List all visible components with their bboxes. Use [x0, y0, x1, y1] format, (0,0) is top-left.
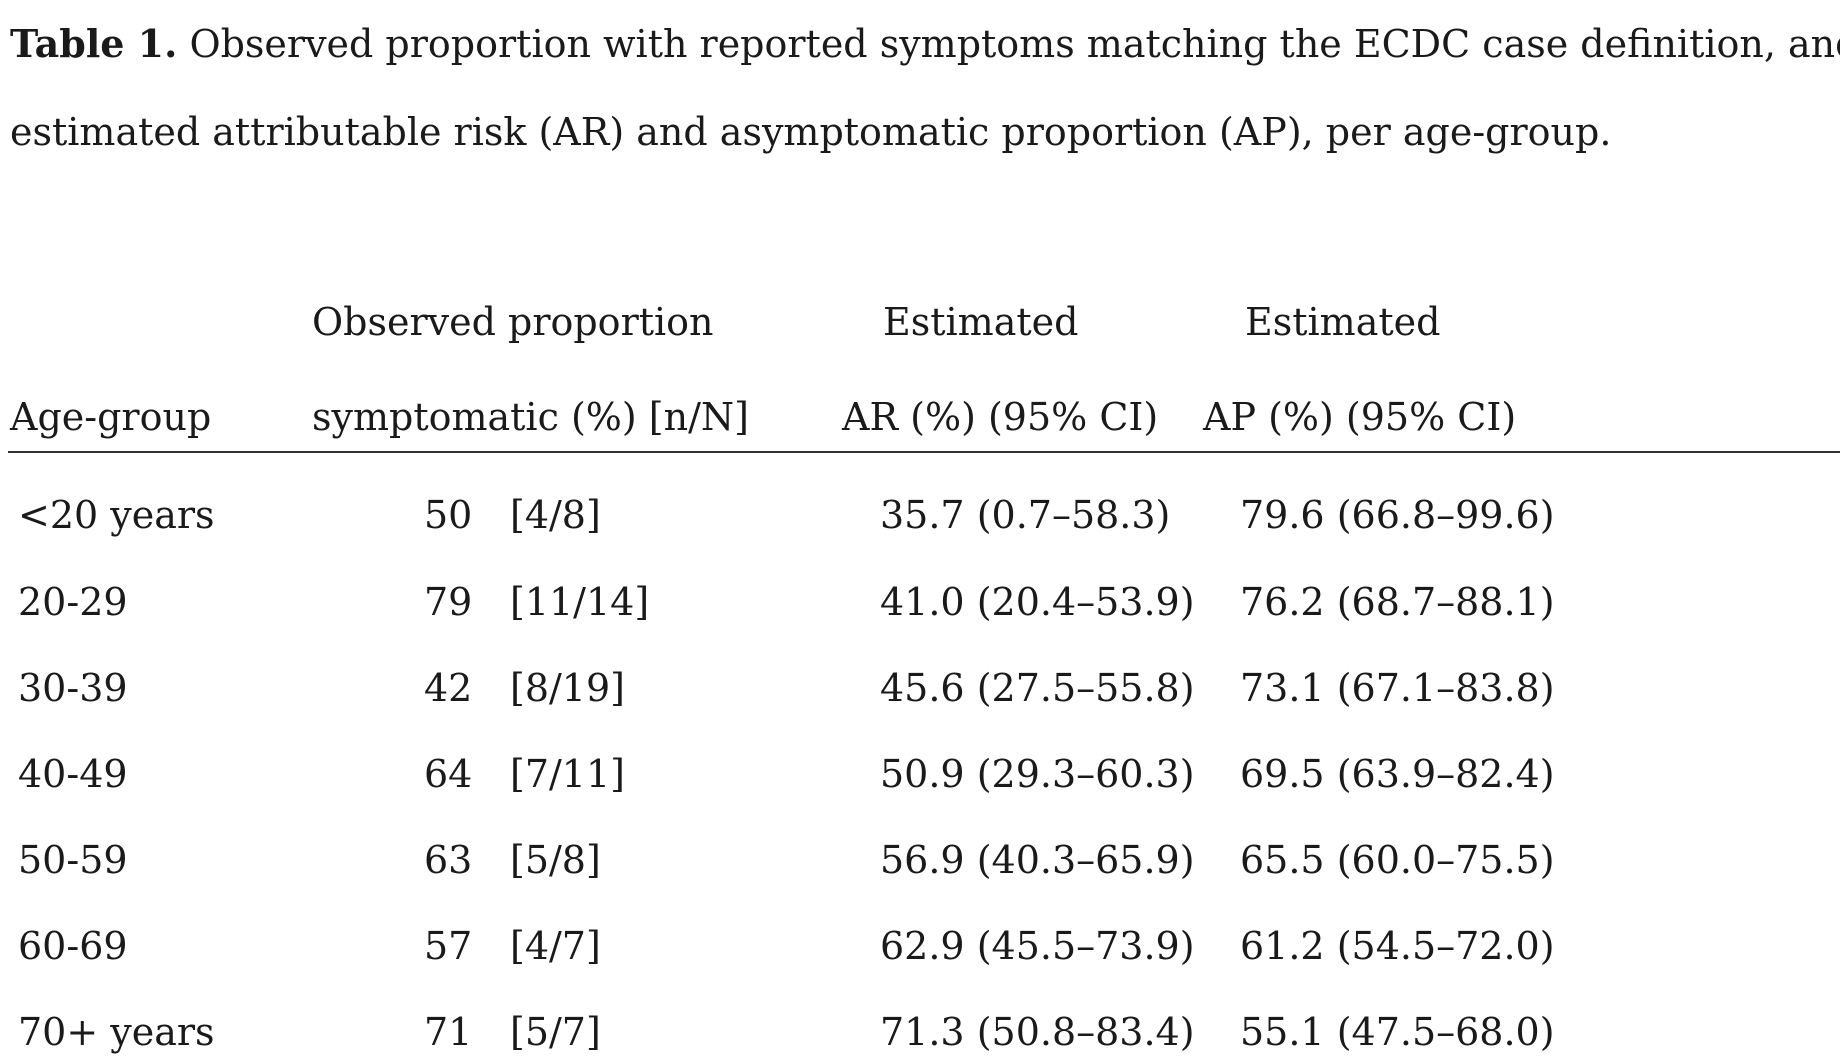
cell-age-group: 60-69 [18, 924, 128, 968]
cell-age-group: 70+ years [18, 1010, 215, 1054]
cell-ap: 69.5 (63.9–82.4) [1240, 752, 1555, 796]
cell-age-group: 50-59 [18, 838, 128, 882]
cell-n-over-N: [4/7] [510, 924, 601, 968]
cell-ap: 73.1 (67.1–83.8) [1240, 666, 1555, 710]
cell-n-over-N: [4/8] [510, 493, 601, 537]
cell-n-over-N: [5/7] [510, 1010, 601, 1054]
header-age-group: Age-group [10, 395, 212, 439]
cell-ap: 55.1 (47.5–68.0) [1240, 1010, 1555, 1054]
cell-percent: 57 [424, 924, 473, 968]
cell-percent: 50 [424, 493, 473, 537]
cell-age-group: 30-39 [18, 666, 128, 710]
header-ar-line1: Estimated [883, 300, 1079, 344]
caption-text-1: Observed proportion with reported sympto… [177, 22, 1840, 66]
cell-ar: 62.9 (45.5–73.9) [880, 924, 1195, 968]
cell-n-over-N: [7/11] [510, 752, 625, 796]
cell-percent: 64 [424, 752, 473, 796]
header-ar-line2: AR (%) (95% CI) [842, 395, 1159, 439]
header-rule [8, 451, 1840, 453]
table-caption: Table 1. Observed proportion with report… [10, 0, 1840, 176]
header-ap-line2: AP (%) (95% CI) [1203, 395, 1517, 439]
cell-age-group: 20-29 [18, 580, 128, 624]
cell-n-over-N: [8/19] [510, 666, 625, 710]
cell-n-over-N: [5/8] [510, 838, 601, 882]
cell-ap: 61.2 (54.5–72.0) [1240, 924, 1555, 968]
cell-percent: 71 [424, 1010, 473, 1054]
cell-percent: 42 [424, 666, 473, 710]
caption-text-2: estimated attributable risk (AR) and asy… [10, 110, 1612, 154]
header-observed-line2: symptomatic (%) [n/N] [312, 395, 749, 439]
cell-ar: 41.0 (20.4–53.9) [880, 580, 1195, 624]
caption-label: Table 1. [10, 21, 178, 66]
cell-ap: 79.6 (66.8–99.6) [1240, 493, 1555, 537]
cell-ar: 35.7 (0.7–58.3) [880, 493, 1171, 537]
cell-ar: 56.9 (40.3–65.9) [880, 838, 1195, 882]
caption-line-1: Table 1. Observed proportion with report… [10, 0, 1840, 88]
cell-age-group: <20 years [18, 493, 215, 537]
cell-ar: 50.9 (29.3–60.3) [880, 752, 1195, 796]
header-observed-line1: Observed proportion [312, 300, 714, 344]
cell-ar: 71.3 (50.8–83.4) [880, 1010, 1195, 1054]
cell-percent: 63 [424, 838, 473, 882]
cell-percent: 79 [424, 580, 473, 624]
cell-ar: 45.6 (27.5–55.8) [880, 666, 1195, 710]
header-ap-line1: Estimated [1245, 300, 1441, 344]
cell-age-group: 40-49 [18, 752, 128, 796]
cell-n-over-N: [11/14] [510, 580, 650, 624]
cell-ap: 65.5 (60.0–75.5) [1240, 838, 1555, 882]
cell-ap: 76.2 (68.7–88.1) [1240, 580, 1555, 624]
